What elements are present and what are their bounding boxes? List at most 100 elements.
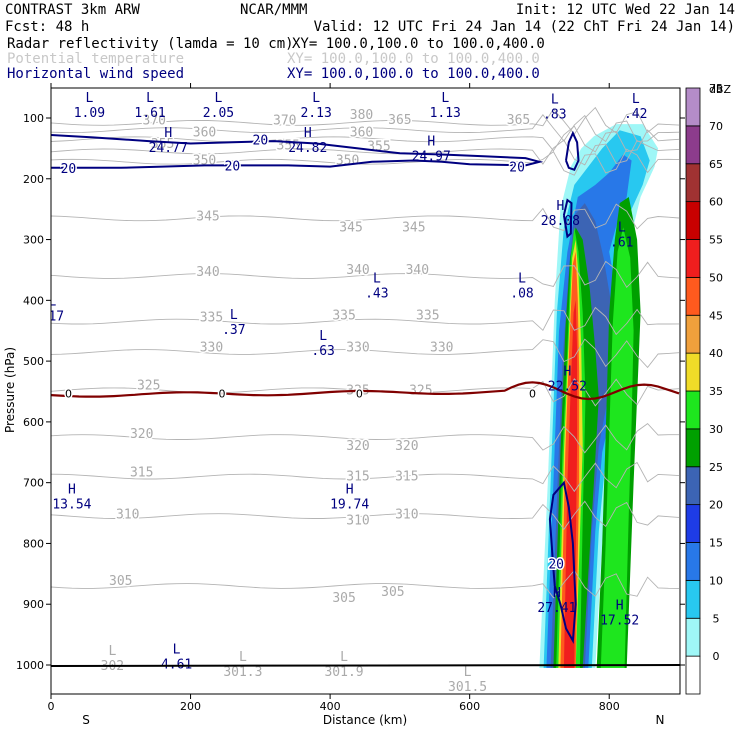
colorbar-level-label: 0	[713, 650, 720, 663]
extremum-marker: H	[553, 586, 561, 601]
colorbar-level-label: 25	[709, 461, 723, 474]
extremum-value: 1.13	[430, 106, 461, 121]
colorbar-swatch	[685, 579, 701, 619]
x-axis-label: Distance (km)	[323, 713, 407, 727]
zero-contour-label: 0	[356, 387, 363, 400]
center-label: NCAR/MMM	[240, 2, 307, 18]
theta-contour-320	[51, 423, 679, 454]
theta-label: 330	[346, 341, 369, 356]
field-name-wind: Horizontal wind speed	[7, 66, 184, 82]
colorbar-level-label: 50	[709, 271, 723, 284]
colorbar-level-label: 70	[709, 120, 723, 133]
y-tick-label: 800	[23, 537, 44, 550]
zero-contour-label: 0	[529, 387, 536, 400]
colorbar-level-label: 20	[709, 499, 723, 512]
colorbar-level-label: 75	[709, 82, 723, 95]
ground-line	[50, 664, 681, 667]
theta-label: 305	[381, 585, 404, 600]
theta-label: 315	[395, 470, 418, 485]
colorbar-level-label: 35	[709, 385, 723, 398]
theta-label: 340	[196, 265, 219, 280]
theta-label: 340	[346, 263, 369, 278]
colorbar-swatch	[685, 504, 701, 543]
theta-label: 310	[346, 513, 369, 528]
extremum-marker: L	[215, 91, 223, 106]
theta-contour-315	[51, 461, 680, 493]
init-time: Init: 12 UTC Wed 22 Jan 14	[516, 2, 735, 18]
colorbar-swatch	[685, 542, 701, 581]
wind-contour-label: 20	[225, 159, 241, 174]
extremum-value: .61	[610, 235, 633, 250]
colorbar-swatch	[685, 276, 701, 316]
extremum-value: 301.3	[223, 665, 262, 680]
theta-contour-365	[51, 114, 680, 143]
extremum-marker: L	[618, 220, 626, 235]
y-tick-label: 500	[23, 355, 44, 368]
extremum-marker: L	[239, 650, 247, 665]
wind-contour-label: 20	[548, 558, 564, 573]
refl-area-35-north	[600, 227, 634, 668]
theta-label: 345	[402, 220, 425, 235]
theta-contour-340	[51, 260, 680, 289]
colorbar-level-label: 15	[709, 537, 723, 550]
theta-contour-360	[51, 125, 680, 153]
y-tick-label: 200	[23, 173, 44, 186]
extremum-marker: L	[441, 91, 449, 106]
colorbar-swatch	[685, 239, 701, 278]
extremum-value: 301.9	[324, 665, 363, 680]
colorbar-level-label: 55	[709, 234, 723, 247]
wind-speed-contours	[51, 130, 680, 645]
extremum-marker: L	[464, 665, 472, 680]
extremum-value: .83	[543, 108, 566, 123]
colorbar-swatch	[685, 163, 701, 203]
south-end-label: S	[82, 713, 90, 727]
reflectivity-colorbar: 0 5 10 15 20 25 30 35 40 45 50 55 60 65 70 75	[685, 82, 723, 695]
extremum-value: .08	[510, 286, 533, 301]
colorbar-swatch	[685, 125, 701, 165]
extremum-marker: L	[173, 643, 181, 658]
extremum-value: 1.09	[74, 106, 105, 121]
field-xy-wind: XY= 100.0,100.0 to 100.0,400.0	[287, 66, 540, 82]
forecast-hour: Fcst: 48 h	[5, 19, 89, 35]
theta-label: 320	[395, 439, 418, 454]
extremum-marker: L	[312, 91, 320, 106]
zero-contour-label: 0	[218, 387, 225, 400]
extremum-value: 19.74	[330, 497, 369, 512]
colorbar-level-label: 10	[709, 574, 723, 587]
extremum-value: 24.82	[288, 141, 327, 156]
x-tick-label: 0	[48, 700, 55, 713]
extremum-value: 2.13	[300, 106, 331, 121]
extremum-marker: H	[68, 482, 76, 497]
wind-contour-label: 20	[253, 133, 269, 148]
extremum-value: .63	[311, 344, 334, 359]
theta-label: 335	[416, 309, 439, 324]
wind-contour-20-top	[565, 130, 580, 171]
theta-label: 315	[130, 465, 153, 480]
extremum-value: .37	[222, 323, 245, 338]
extremum-value: 13.54	[52, 497, 91, 512]
field-name-reflectivity: Radar reflectivity (lamda = 10 cm)	[7, 36, 294, 52]
colorbar-level-label: 5	[713, 612, 720, 625]
theta-label: 325	[409, 383, 432, 398]
extremum-value: .17	[41, 309, 64, 324]
extremum-marker: L	[108, 644, 116, 659]
theta-label: 380	[350, 108, 373, 123]
theta-label: 320	[346, 439, 369, 454]
y-tick-label: 300	[23, 234, 44, 247]
extremum-value: .42	[624, 107, 647, 122]
extremum-value: 1.61	[134, 106, 165, 121]
theta-contour-345	[51, 203, 680, 232]
theta-label: 345	[196, 209, 219, 224]
extremum-marker: L	[518, 271, 526, 286]
model-title: CONTRAST 3km ARW	[5, 2, 140, 18]
theta-label: 335	[332, 309, 355, 324]
wind-contour-label: 20	[61, 162, 77, 177]
colorbar-swatch	[685, 87, 701, 127]
extremum-marker: L	[373, 271, 381, 286]
wind-contour-label: 20	[509, 161, 525, 176]
extremum-marker: H	[164, 126, 172, 141]
extremum-marker: H	[427, 135, 435, 150]
x-tick-label: 600	[459, 700, 480, 713]
